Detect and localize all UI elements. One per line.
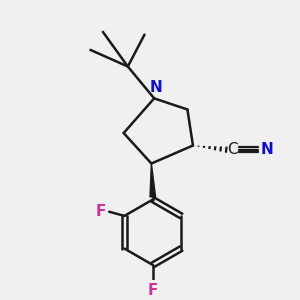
Text: N: N	[150, 80, 163, 95]
Text: N: N	[260, 142, 273, 157]
Text: F: F	[96, 204, 106, 219]
Text: F: F	[148, 283, 158, 298]
Polygon shape	[150, 164, 155, 197]
Text: C: C	[228, 142, 238, 157]
